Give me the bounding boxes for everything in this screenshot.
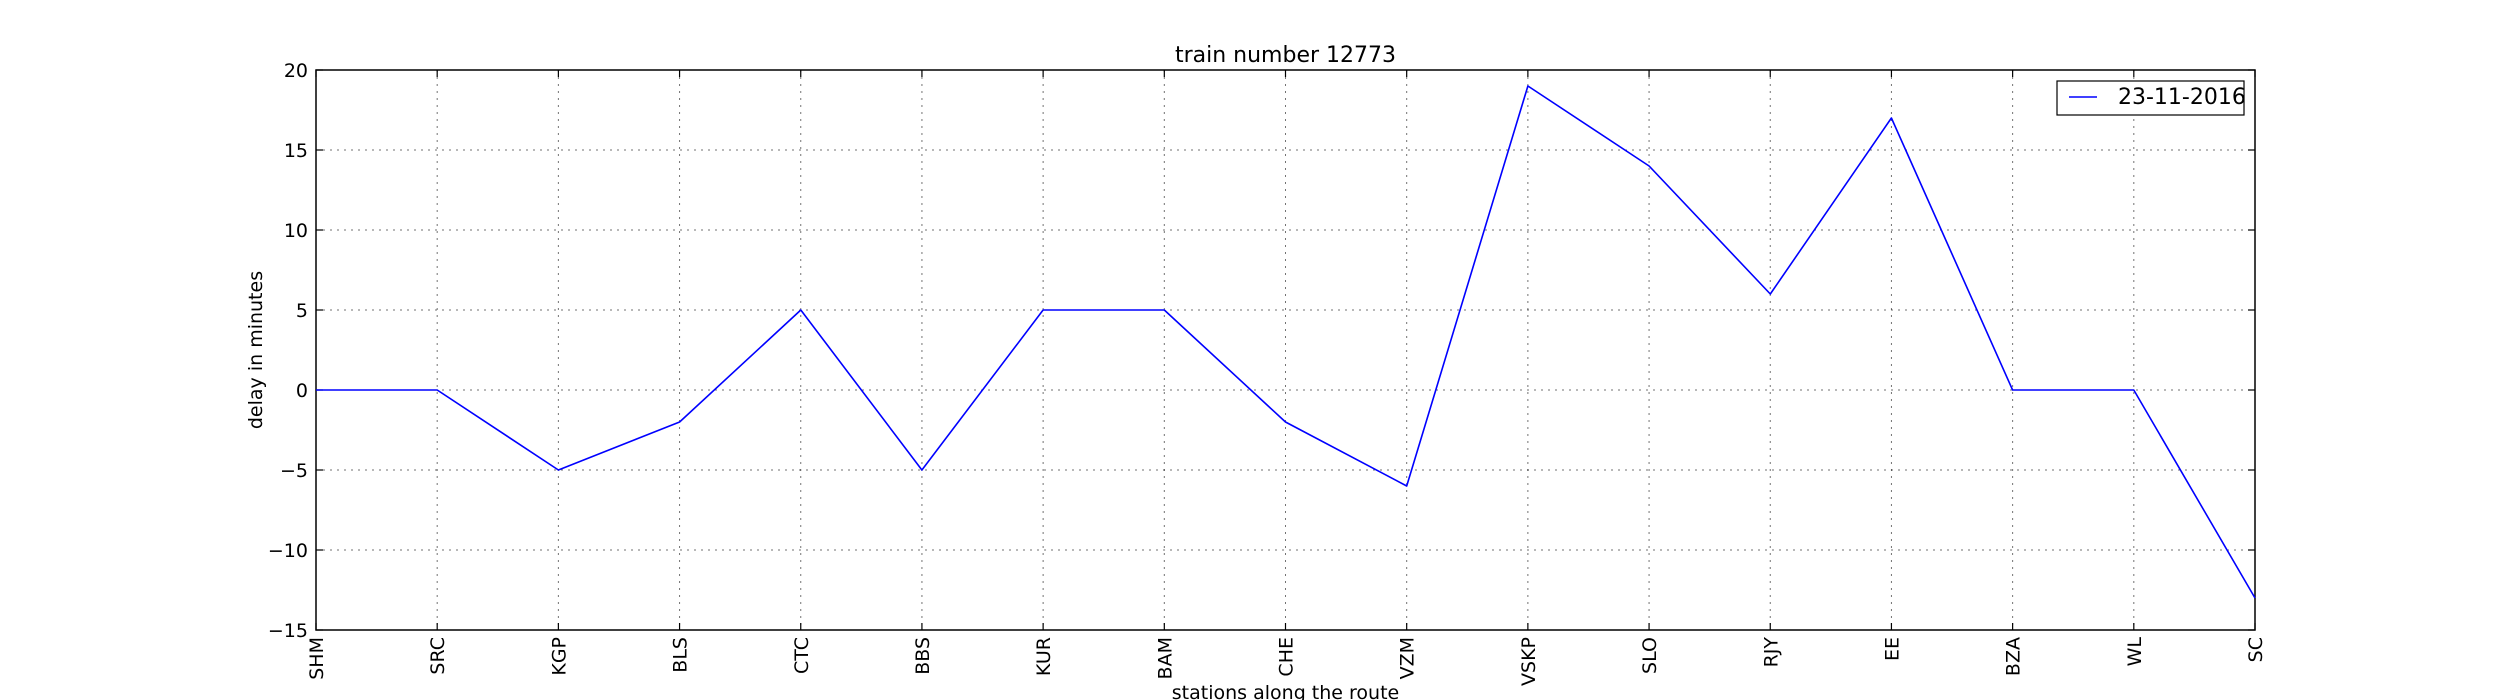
x-tick-label: BAM: [1154, 637, 1176, 679]
y-tick-label: −10: [268, 540, 308, 562]
y-tick-label: 5: [296, 300, 308, 322]
x-tick-label: BZA: [2003, 637, 2025, 676]
y-tick-labels: −15 −10 −5 0 5 10 15 20: [268, 60, 308, 642]
y-tick-label: 0: [296, 380, 308, 402]
grid-lines: [316, 70, 2255, 630]
x-tick-label: RJY: [1760, 637, 1782, 668]
x-tick-label: CHE: [1276, 637, 1298, 677]
axis-ticks: [315, 69, 2256, 631]
x-tick-label: BLS: [670, 637, 692, 673]
legend-label: 23-11-2016: [2118, 85, 2246, 110]
x-tick-label: VSKP: [1518, 637, 1540, 686]
x-tick-label: BBS: [912, 637, 934, 675]
y-tick-label: 10: [284, 220, 308, 242]
x-tick-label: KUR: [1033, 637, 1055, 676]
x-tick-label: SC: [2245, 637, 2267, 662]
x-tick-label: WL: [2124, 637, 2146, 667]
legend-box: [2056, 80, 2245, 116]
y-tick-label: 20: [284, 60, 308, 82]
y-tick-label: −15: [268, 620, 308, 642]
y-tick-label: 15: [284, 140, 308, 162]
y-axis-label: delay in minutes: [245, 271, 267, 429]
x-tick-label: KGP: [548, 637, 570, 676]
legend: 23-11-2016: [2056, 80, 2246, 116]
x-tick-label: SRC: [427, 637, 449, 675]
x-tick-labels: SHM SRC KGP BLS CTC BBS KUR BAM CHE VZM VSKP SLO RJY…: [306, 637, 2267, 686]
chart-title: train number 12773: [1175, 43, 1396, 68]
series-line: [316, 85, 2256, 599]
x-tick-label: EE: [1881, 637, 1903, 661]
data-series: [316, 85, 2256, 599]
y-tick-label: −5: [280, 460, 308, 482]
x-tick-label: SLO: [1639, 637, 1661, 674]
x-tick-label: CTC: [791, 637, 813, 674]
x-axis-label: stations along the route: [1172, 682, 1399, 700]
x-tick-label: VZM: [1397, 637, 1419, 679]
x-tick-label: SHM: [306, 637, 328, 680]
